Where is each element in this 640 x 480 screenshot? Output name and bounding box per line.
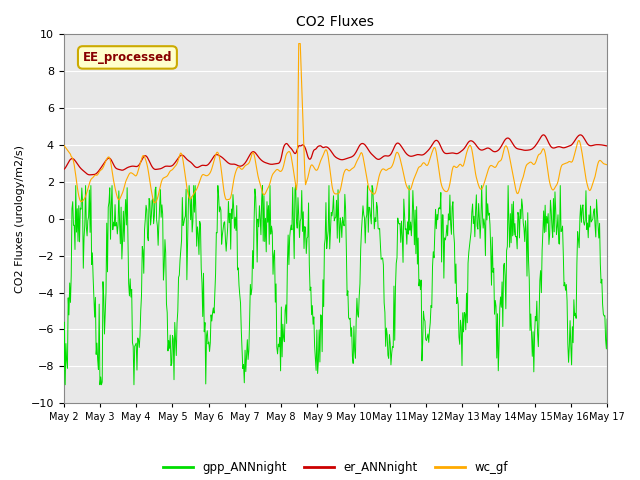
Title: CO2 Fluxes: CO2 Fluxes — [296, 15, 374, 29]
Y-axis label: CO2 Fluxes (urology/m2/s): CO2 Fluxes (urology/m2/s) — [15, 145, 25, 293]
Legend: gpp_ANNnight, er_ANNnight, wc_gf: gpp_ANNnight, er_ANNnight, wc_gf — [158, 456, 513, 479]
Text: EE_processed: EE_processed — [83, 51, 172, 64]
